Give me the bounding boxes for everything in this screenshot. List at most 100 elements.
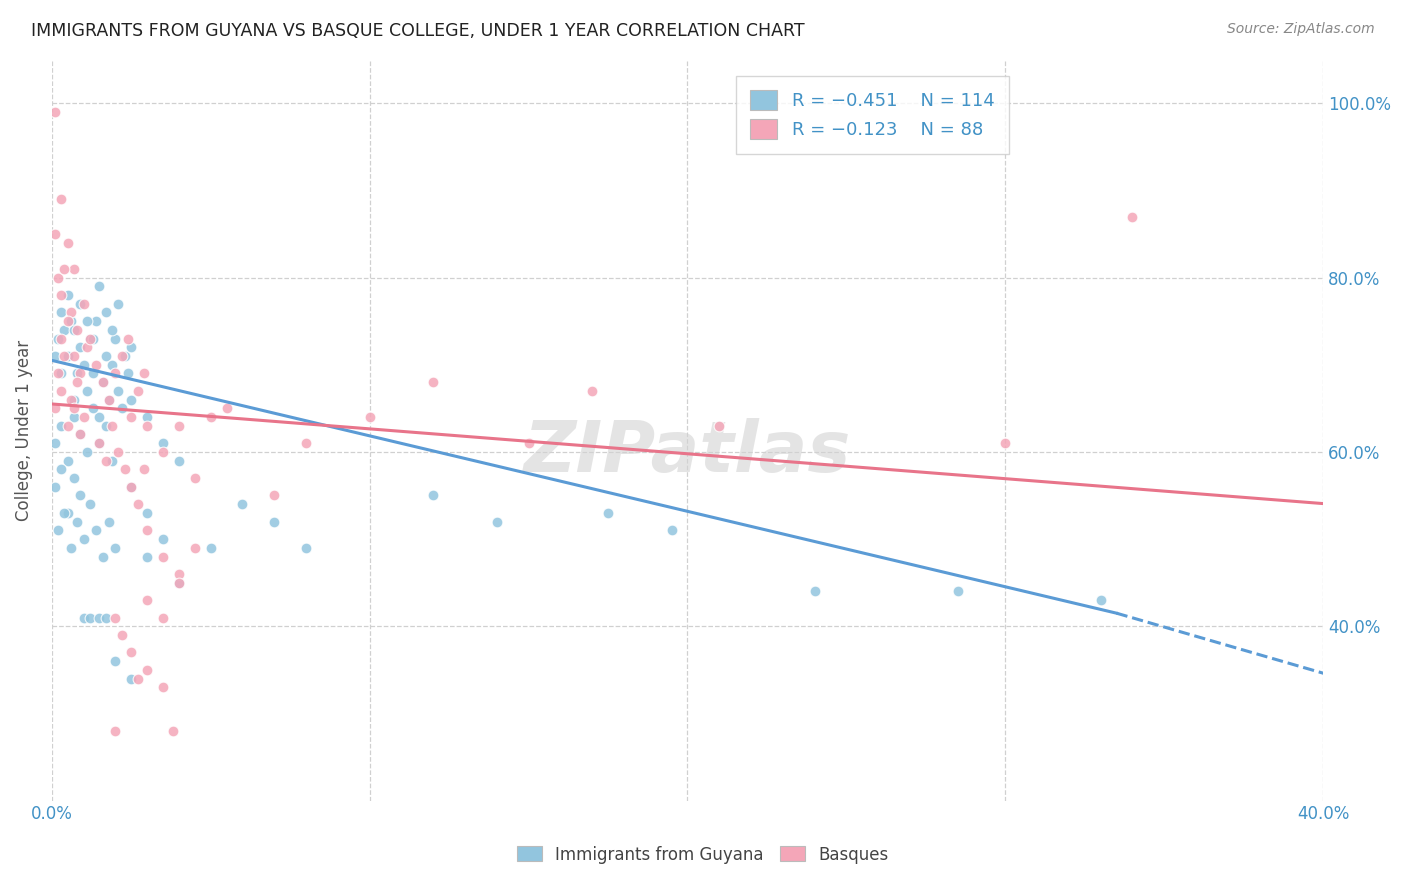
Point [97,515,120,529]
Point [56,349,79,363]
Point [94,418,117,433]
Point [44,104,66,119]
Point [69,340,91,354]
Point [76,314,98,328]
Point [76,384,98,398]
Point [53,323,76,337]
Point [82,332,104,346]
Point [91,375,114,389]
Point [101,358,124,372]
Point [263,515,285,529]
Point [104,332,127,346]
Point [56,288,79,302]
Point [79,497,101,511]
Point [104,654,127,668]
Y-axis label: College, Under 1 year: College, Under 1 year [15,340,32,521]
Point [661,524,683,538]
Point [51,192,73,206]
Point [66,323,89,337]
Legend: Immigrants from Guyana, Basques: Immigrants from Guyana, Basques [510,839,896,871]
Point [107,384,129,398]
Point [94,610,117,624]
Point [56,506,79,520]
Point [69,427,91,442]
Point [200,541,222,555]
Point [89,279,111,293]
Point [167,566,190,581]
Point [44,349,66,363]
Point [51,332,73,346]
Point [89,436,111,450]
Point [82,367,104,381]
Point [59,314,82,328]
Point [152,436,174,450]
Point [152,610,174,624]
Point [56,418,79,433]
Point [84,358,107,372]
Point [946,584,969,599]
Legend: R = −0.451    N = 114, R = −0.123    N = 88: R = −0.451 N = 114, R = −0.123 N = 88 [735,76,1010,153]
Point [46,332,69,346]
Point [53,506,76,520]
Point [63,471,86,485]
Point [46,524,69,538]
Point [184,541,207,555]
Point [104,610,127,624]
Point [1121,210,1143,224]
Point [72,296,94,310]
Point [51,384,73,398]
Point [152,549,174,564]
Point [101,323,124,337]
Point [69,296,91,310]
Point [66,515,89,529]
Point [127,497,149,511]
Point [51,462,73,476]
Point [94,305,117,319]
Point [63,349,86,363]
Point [295,436,318,450]
Point [63,410,86,425]
Point [167,575,190,590]
Point [111,349,134,363]
Point [76,445,98,459]
Point [56,314,79,328]
Point [56,235,79,250]
Point [136,418,159,433]
Point [215,401,238,416]
Point [120,645,142,659]
Point [127,384,149,398]
Point [136,506,159,520]
Point [63,392,86,407]
Point [51,305,73,319]
Point [152,445,174,459]
Point [485,515,508,529]
Point [111,401,134,416]
Point [994,436,1017,450]
Point [107,296,129,310]
Point [59,305,82,319]
Point [422,375,444,389]
Point [59,392,82,407]
Point [120,480,142,494]
Point [803,584,825,599]
Point [79,332,101,346]
Point [63,323,86,337]
Point [53,349,76,363]
Point [51,288,73,302]
Point [51,367,73,381]
Point [72,610,94,624]
Point [581,384,603,398]
Point [44,480,66,494]
Point [56,453,79,467]
Point [136,549,159,564]
Point [101,418,124,433]
Text: ZIPatlas: ZIPatlas [524,417,851,487]
Point [66,375,89,389]
Point [84,314,107,328]
Point [136,593,159,607]
Point [76,340,98,354]
Point [46,270,69,285]
Point [63,261,86,276]
Point [709,418,731,433]
Point [79,610,101,624]
